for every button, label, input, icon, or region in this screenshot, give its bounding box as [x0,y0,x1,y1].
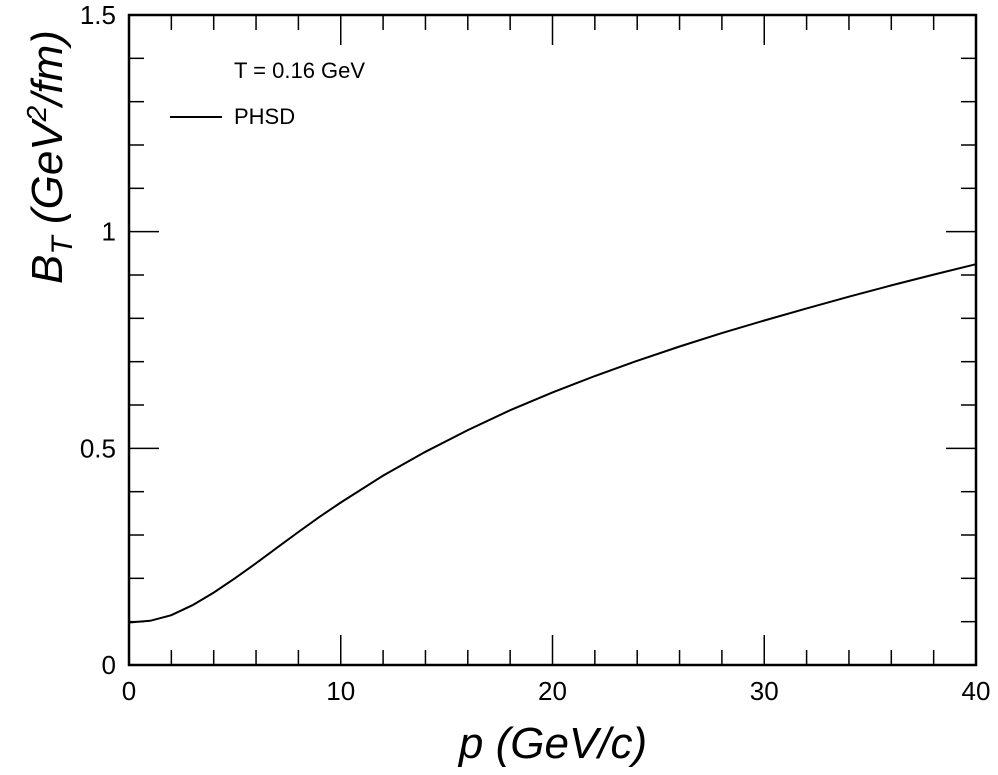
y-tick-label: 1.5 [80,0,116,30]
annotation-temperature: T = 0.16 GeV [234,58,365,83]
y-axis-title: BT (GeV2/fm) [21,30,79,284]
series-line-phsd [128,263,977,624]
x-axis-title: p (GeV/c) [457,719,647,768]
x-tick-label: 40 [962,676,991,706]
y-tick-label: 1 [102,217,116,247]
x-tick-label: 0 [122,676,136,706]
y-tick-label: 0.5 [80,433,116,463]
x-tick-label: 20 [538,676,567,706]
y-tick-label: 0 [102,650,116,680]
x-tick-label: 10 [326,676,355,706]
axis-tick-labels: 0 10 20 30 40 0 0.5 1 1.5 [80,0,991,706]
legend-label-phsd: PHSD [234,104,295,129]
axis-ticks [128,14,977,666]
x-tick-label: 30 [750,676,779,706]
